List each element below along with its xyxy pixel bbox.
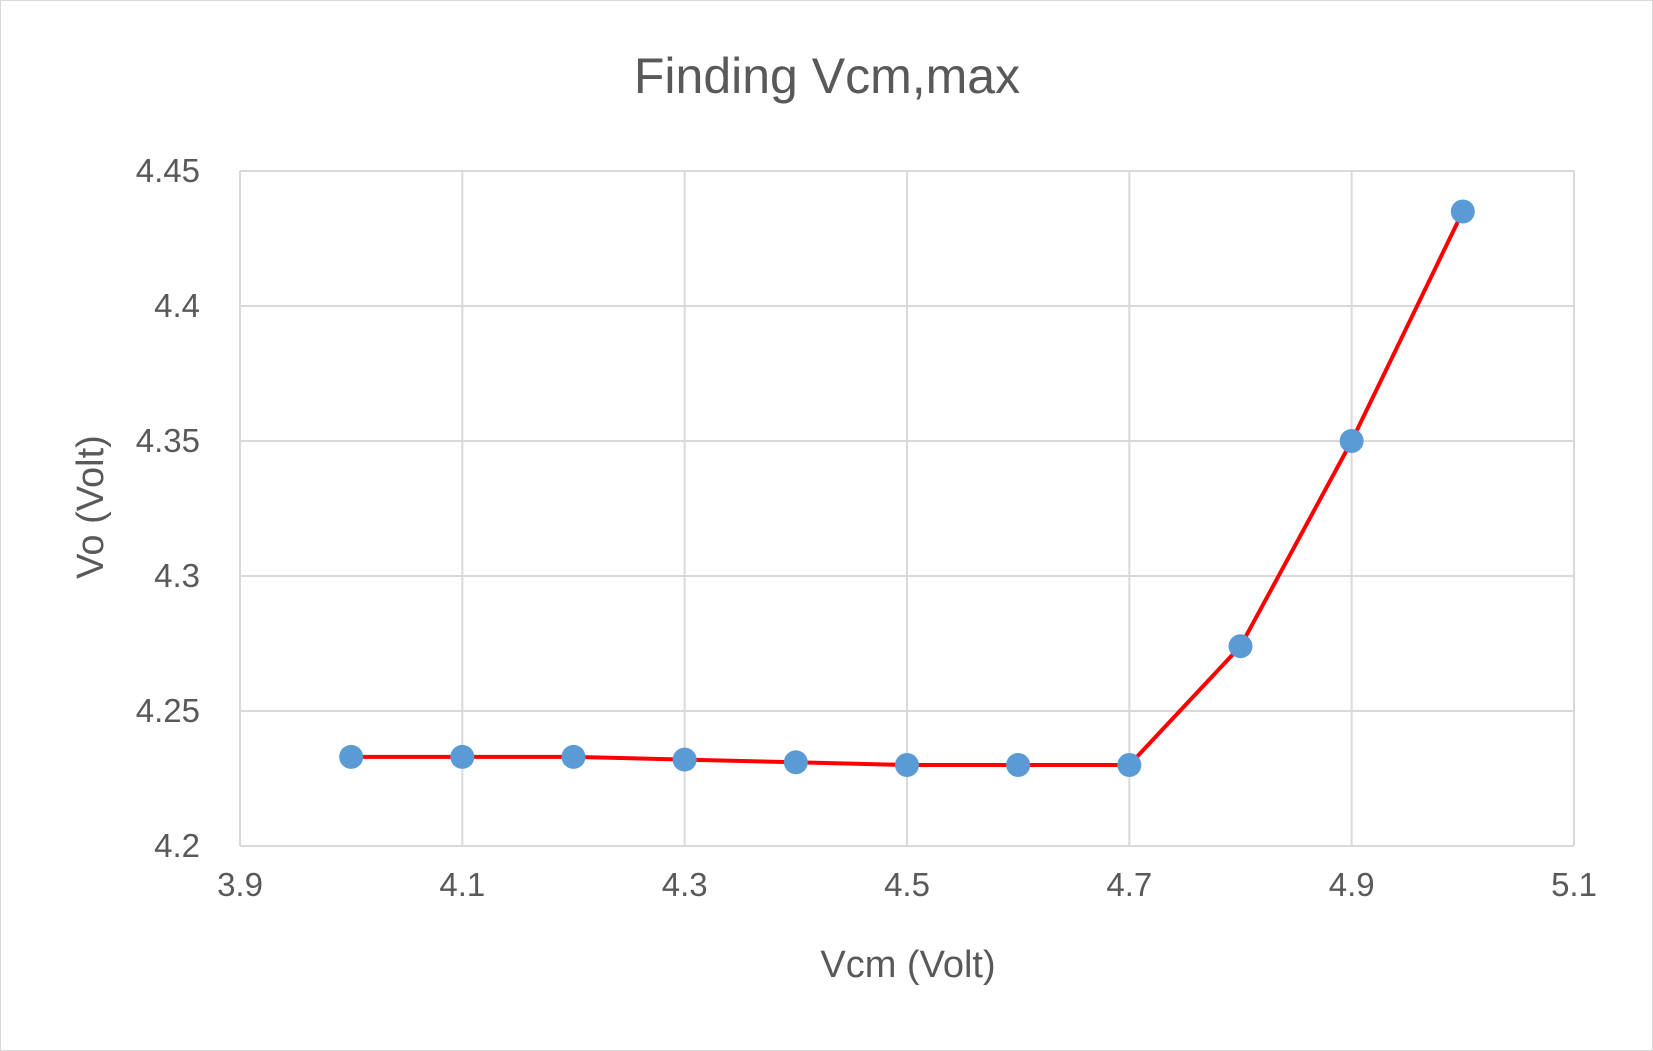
- data-point: [1117, 753, 1142, 777]
- data-point: [1006, 753, 1031, 777]
- data-point: [1228, 634, 1253, 659]
- data-point: [672, 747, 697, 772]
- y-axis-title: Vo (Volt): [70, 435, 112, 579]
- tick-labels: 3.9 4.1 4.3 4.5 4.7 4.9 5.1 4.2 4.25 4.3 4.35 4.4 4.…: [136, 152, 1597, 903]
- y-tick-label: 4.2: [154, 827, 200, 864]
- data-point: [561, 744, 586, 769]
- x-tick-label: 4.3: [662, 866, 708, 903]
- y-tick-label: 4.4: [154, 287, 200, 324]
- x-tick-label: 4.5: [884, 866, 930, 903]
- data-point: [339, 744, 364, 769]
- data-point: [1450, 199, 1475, 224]
- chart-title: Finding Vcm,max: [634, 48, 1020, 104]
- x-tick-label: 4.9: [1329, 866, 1375, 903]
- grid-layer: [239, 170, 1575, 847]
- data-point: [895, 753, 919, 777]
- x-axis-title: Vcm (Volt): [820, 944, 995, 986]
- x-tick-label: 4.1: [439, 866, 485, 903]
- x-tick-label: 5.1: [1551, 866, 1597, 903]
- y-tick-label: 4.25: [136, 692, 200, 729]
- y-tick-label: 4.35: [136, 422, 200, 459]
- series-markers: [339, 199, 1475, 777]
- y-tick-label: 4.45: [136, 152, 200, 189]
- y-tick-label: 4.3: [154, 557, 200, 594]
- data-point: [1339, 429, 1364, 453]
- data-point: [783, 750, 808, 775]
- x-tick-label: 4.7: [1106, 866, 1152, 903]
- data-point: [450, 744, 475, 769]
- x-tick-label: 3.9: [217, 866, 263, 903]
